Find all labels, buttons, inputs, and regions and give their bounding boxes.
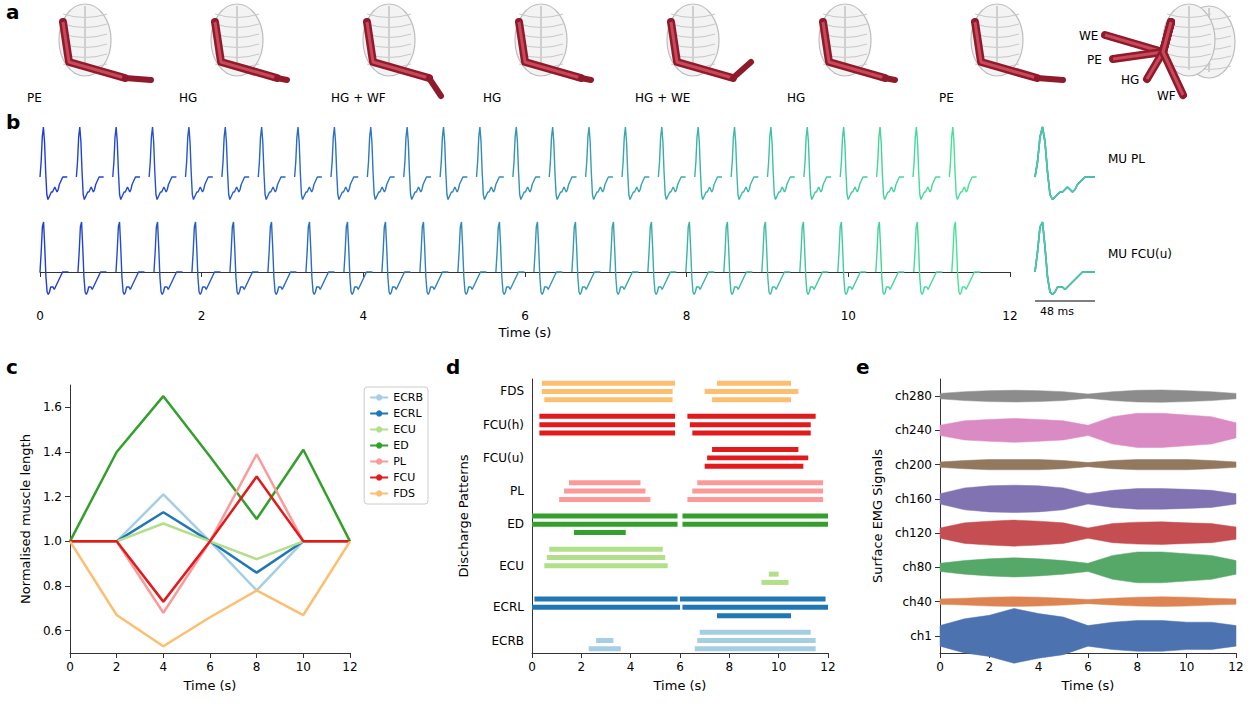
svg-text:FCU(u): FCU(u) [483, 451, 524, 465]
svg-text:4: 4 [360, 309, 368, 323]
svg-text:ECRB: ECRB [491, 634, 524, 648]
svg-text:ch80: ch80 [903, 560, 932, 574]
svg-text:8: 8 [726, 660, 734, 674]
svg-text:ch200: ch200 [895, 458, 932, 472]
svg-text:4: 4 [627, 660, 635, 674]
svg-text:HG: HG [787, 91, 805, 105]
svg-text:4: 4 [1035, 660, 1043, 674]
svg-text:MU FCU(u): MU FCU(u) [1108, 247, 1172, 261]
svg-text:PE: PE [1087, 53, 1102, 67]
svg-text:HG + WF: HG + WF [331, 91, 386, 105]
svg-text:1.2: 1.2 [43, 490, 62, 504]
svg-text:ch120: ch120 [895, 526, 932, 540]
svg-text:12: 12 [342, 660, 357, 674]
svg-text:ECU: ECU [393, 423, 416, 436]
svg-text:8: 8 [253, 660, 261, 674]
svg-text:6: 6 [1084, 660, 1092, 674]
svg-text:HG: HG [483, 91, 501, 105]
svg-text:ch40: ch40 [903, 595, 932, 609]
svg-text:FDS: FDS [393, 487, 415, 500]
svg-text:ECRL: ECRL [493, 600, 524, 614]
svg-text:ED: ED [393, 439, 408, 452]
svg-text:0.6: 0.6 [43, 624, 62, 638]
svg-text:12: 12 [1002, 309, 1017, 323]
svg-text:MU PL: MU PL [1108, 152, 1145, 166]
svg-text:1.0: 1.0 [43, 534, 62, 548]
html-text:e: e [856, 355, 870, 379]
svg-text:HG: HG [1121, 73, 1139, 87]
svg-text:0.8: 0.8 [43, 579, 62, 593]
svg-text:12: 12 [1228, 660, 1243, 674]
svg-text:6: 6 [521, 309, 529, 323]
svg-text:0: 0 [936, 660, 944, 674]
svg-text:ECU: ECU [499, 559, 524, 573]
svg-text:ch240: ch240 [895, 423, 932, 437]
svg-text:PE: PE [939, 91, 954, 105]
svg-text:2: 2 [986, 660, 994, 674]
svg-text:10: 10 [1179, 660, 1194, 674]
svg-text:Discharge Patterns: Discharge Patterns [456, 454, 471, 577]
svg-text:Time (s): Time (s) [183, 678, 237, 693]
html-text:b: b [6, 110, 21, 134]
svg-text:Surface EMG Signals: Surface EMG Signals [870, 449, 885, 583]
svg-text:1.4: 1.4 [43, 445, 62, 459]
svg-text:4: 4 [160, 660, 168, 674]
svg-text:2: 2 [113, 660, 121, 674]
svg-text:ECRB: ECRB [393, 391, 423, 404]
svg-text:ED: ED [507, 517, 524, 531]
svg-text:FCU: FCU [393, 471, 415, 484]
html-text:a: a [6, 0, 20, 24]
svg-text:Time (s): Time (s) [1061, 678, 1115, 693]
svg-text:Time (s): Time (s) [653, 678, 707, 693]
svg-text:6: 6 [676, 660, 684, 674]
svg-text:FDS: FDS [500, 384, 524, 398]
svg-text:PE: PE [27, 91, 42, 105]
svg-text:6: 6 [206, 660, 214, 674]
svg-text:ch280: ch280 [895, 389, 932, 403]
svg-text:8: 8 [683, 309, 691, 323]
svg-text:Normalised muscle length: Normalised muscle length [18, 434, 33, 604]
svg-text:0: 0 [66, 660, 74, 674]
svg-text:10: 10 [841, 309, 856, 323]
svg-text:FCU(h): FCU(h) [483, 418, 524, 432]
svg-text:HG + WE: HG + WE [635, 91, 690, 105]
svg-text:HG: HG [179, 91, 197, 105]
svg-text:Time (s): Time (s) [498, 325, 552, 340]
html-text:c: c [6, 355, 18, 379]
svg-text:WE: WE [1079, 29, 1098, 43]
svg-text:PL: PL [510, 484, 524, 498]
svg-text:WF: WF [1157, 89, 1176, 103]
svg-text:10: 10 [296, 660, 311, 674]
svg-text:ECRL: ECRL [393, 407, 422, 420]
svg-text:2: 2 [198, 309, 206, 323]
html-text:d: d [446, 355, 461, 379]
svg-text:8: 8 [1134, 660, 1142, 674]
svg-text:PL: PL [393, 455, 407, 468]
svg-text:0: 0 [36, 309, 44, 323]
svg-text:48 ms: 48 ms [1040, 305, 1074, 318]
svg-text:0: 0 [528, 660, 536, 674]
svg-text:ch160: ch160 [895, 492, 932, 506]
svg-text:12: 12 [820, 660, 835, 674]
svg-text:2: 2 [578, 660, 586, 674]
svg-text:ch1: ch1 [910, 629, 932, 643]
svg-text:1.6: 1.6 [43, 400, 62, 414]
svg-text:10: 10 [771, 660, 786, 674]
